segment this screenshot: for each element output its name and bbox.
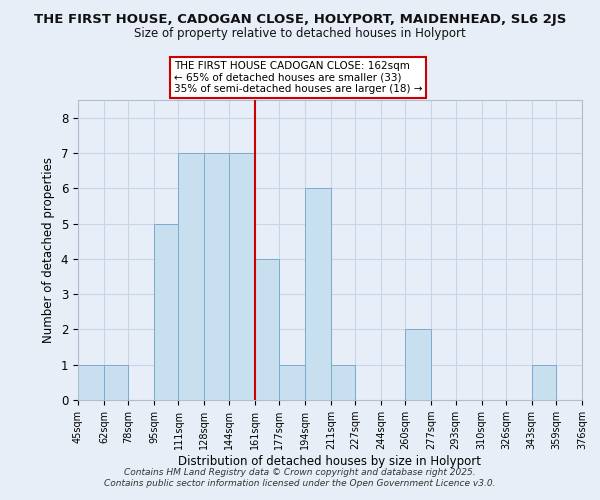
Y-axis label: Number of detached properties: Number of detached properties — [42, 157, 55, 343]
Bar — [229, 153, 254, 400]
Text: THE FIRST HOUSE CADOGAN CLOSE: 162sqm
← 65% of detached houses are smaller (33)
: THE FIRST HOUSE CADOGAN CLOSE: 162sqm ← … — [174, 61, 422, 94]
Text: THE FIRST HOUSE, CADOGAN CLOSE, HOLYPORT, MAIDENHEAD, SL6 2JS: THE FIRST HOUSE, CADOGAN CLOSE, HOLYPORT… — [34, 12, 566, 26]
Text: Contains HM Land Registry data © Crown copyright and database right 2025.
Contai: Contains HM Land Registry data © Crown c… — [104, 468, 496, 487]
Bar — [279, 364, 305, 400]
Bar — [532, 364, 556, 400]
Bar — [78, 364, 104, 400]
Bar — [154, 224, 178, 400]
Bar — [104, 364, 128, 400]
Bar — [305, 188, 331, 400]
Bar — [178, 153, 205, 400]
Bar — [205, 153, 229, 400]
X-axis label: Distribution of detached houses by size in Holyport: Distribution of detached houses by size … — [179, 455, 482, 468]
Bar — [406, 330, 431, 400]
Bar — [254, 259, 279, 400]
Bar — [331, 364, 355, 400]
Text: Size of property relative to detached houses in Holyport: Size of property relative to detached ho… — [134, 28, 466, 40]
